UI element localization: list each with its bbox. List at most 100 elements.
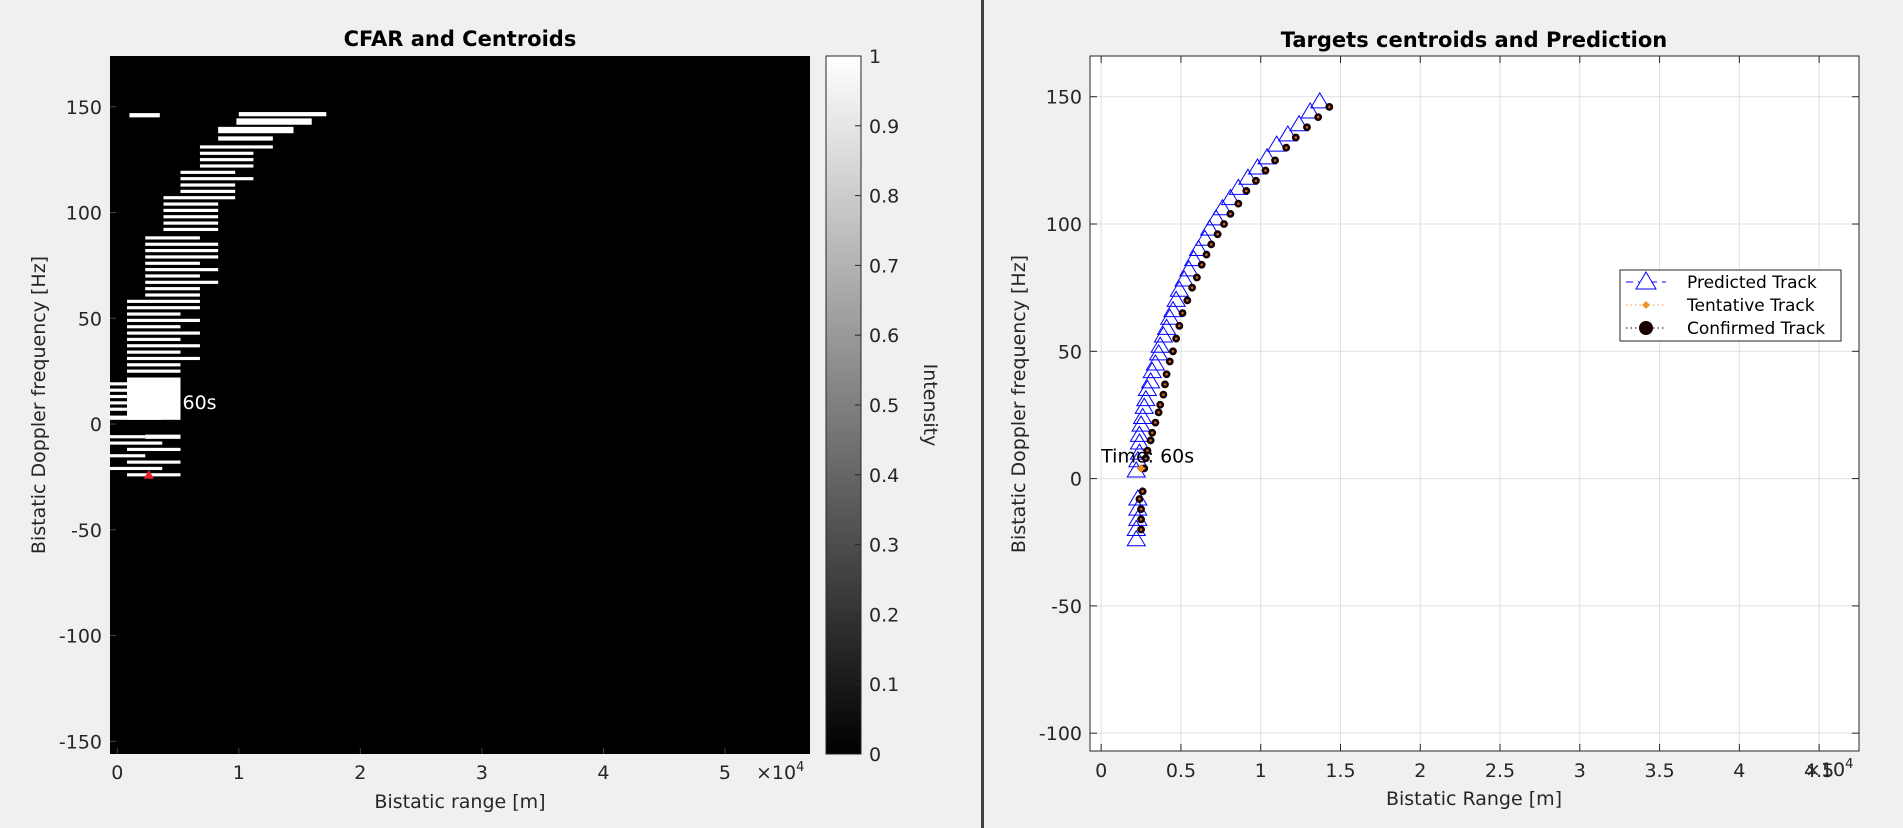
detection-cell — [110, 388, 128, 392]
confirmed-point-core — [1141, 490, 1144, 493]
legend-label: Tentative Track — [1686, 296, 1815, 316]
detection-cell — [127, 356, 200, 361]
predicted-point — [1206, 208, 1226, 226]
detection-cell — [163, 196, 236, 200]
confirmed-point-core — [1209, 243, 1213, 246]
colorbar-tick-label: 0.6 — [869, 325, 899, 347]
predicted-point — [1300, 102, 1321, 119]
detection-cell — [145, 293, 200, 297]
predicted-point — [1166, 290, 1187, 307]
detection-cell — [127, 312, 181, 316]
predicted-point — [1169, 280, 1190, 297]
confirmed-point-core — [1139, 528, 1143, 531]
predicted-point — [1132, 407, 1153, 425]
colorbar-tick-label: 0.7 — [869, 255, 899, 277]
predicted-point — [1309, 91, 1330, 109]
detection-cell — [110, 407, 128, 411]
colorbar-tick-label: 0 — [869, 744, 881, 766]
plot-frame — [1089, 55, 1860, 752]
confirmed-point-core — [1316, 115, 1320, 119]
y-tick-label: -50 — [71, 520, 102, 542]
detection-cell — [110, 382, 128, 386]
detection-cell — [127, 299, 200, 303]
predicted-point — [1247, 158, 1268, 175]
detection-cell — [199, 145, 273, 149]
confirmed-point-core — [1205, 253, 1208, 256]
confirmed-point-core — [1284, 146, 1288, 149]
detection-cell — [218, 126, 294, 134]
detection-cell — [145, 287, 200, 291]
colorbar-label: Intensity — [919, 364, 941, 447]
x-exponent-power: 4 — [1845, 757, 1853, 772]
detection-cell — [163, 221, 219, 225]
predicted-point — [1129, 425, 1150, 442]
y-tick-label: 100 — [1046, 214, 1082, 236]
x-tick-label: 1 — [233, 762, 245, 784]
x-exponent-base: ×10 — [1805, 759, 1845, 781]
x-exponent-power: 4 — [796, 760, 804, 775]
y-tick-label: -100 — [1039, 723, 1082, 745]
legend-entry[interactable]: Confirmed Track — [1626, 319, 1825, 339]
x-exponent-base: ×10 — [756, 762, 796, 784]
predicted-point — [1257, 147, 1277, 165]
time-annotation: Time: 60s — [1100, 446, 1194, 468]
detection-cell — [145, 261, 200, 265]
tentative-point — [1136, 464, 1146, 473]
detection-cell — [129, 113, 160, 118]
colorbar-tick-label: 0.2 — [869, 604, 899, 626]
y-tick-label: -150 — [59, 731, 102, 753]
confirmed-point-core — [1165, 372, 1168, 376]
y-axis-ticks: 150 100 50 0 -50 -100 -150 — [59, 97, 116, 753]
detection-cell — [180, 183, 236, 187]
legend-entry[interactable]: Predicted Track — [1626, 271, 1817, 293]
x-tick-label: 2.5 — [1485, 760, 1515, 782]
predicted-point — [1220, 188, 1241, 206]
detection-cell — [145, 274, 200, 278]
x-exponent: ×104 — [756, 760, 804, 784]
detection-cell — [218, 136, 273, 141]
y-tick-label: -100 — [59, 626, 102, 648]
confirmed-point-core — [1305, 125, 1309, 129]
confirmed-point-core — [1294, 136, 1298, 139]
detection-cell — [145, 268, 219, 272]
detection-cell — [163, 208, 219, 212]
plot-area — [1090, 56, 1859, 751]
x-tick-label: 3 — [476, 762, 488, 784]
chart-title: CFAR and Centroids — [344, 27, 577, 51]
predicted-point — [1194, 229, 1215, 246]
detection-cell — [127, 473, 181, 477]
detection-cell — [110, 394, 128, 399]
x-tick-label: 0 — [111, 762, 123, 784]
confirmed-point-core — [1245, 189, 1248, 193]
predicted-point — [1277, 124, 1298, 142]
predicted-point — [1188, 239, 1209, 256]
predicted-point — [1199, 219, 1220, 236]
confirmed-point-core — [1157, 411, 1160, 414]
predicted-point — [1163, 300, 1183, 318]
confirmed-point-core — [1254, 179, 1258, 183]
detection-cell — [127, 350, 181, 354]
detection-cell — [163, 227, 219, 232]
x-tick-label: 4.5 — [1804, 760, 1834, 782]
panel-divider — [981, 0, 984, 828]
legend[interactable]: Predicted Track Tentative Track Confirmed … — [1619, 269, 1842, 342]
x-tick-label: 0 — [1095, 760, 1107, 782]
series-confirmed-track — [1135, 103, 1334, 534]
detection-cell — [180, 189, 236, 193]
x-tick-label: 3.5 — [1644, 760, 1674, 782]
predicted-point — [1212, 198, 1233, 216]
confirmed-point-core — [1237, 202, 1240, 205]
triangle-marker-icon — [1635, 271, 1657, 290]
detection-cell — [180, 177, 254, 181]
tracks-panel: Targets centroids and Prediction Time: 6… — [1008, 28, 1860, 810]
y-tick-label: -50 — [1051, 596, 1082, 618]
detection-cell — [127, 331, 200, 335]
legend-label: Confirmed Track — [1687, 319, 1825, 339]
svg-text:×104: ×104 — [756, 760, 804, 784]
legend-entry[interactable]: Tentative Track — [1626, 296, 1815, 316]
confirmed-point-core — [1139, 507, 1143, 511]
confirmed-point-core — [1163, 383, 1167, 386]
colorbar-tick-label: 1 — [869, 46, 881, 68]
x-tick-label: 2 — [354, 762, 366, 784]
confirmed-point-core — [1264, 169, 1267, 172]
